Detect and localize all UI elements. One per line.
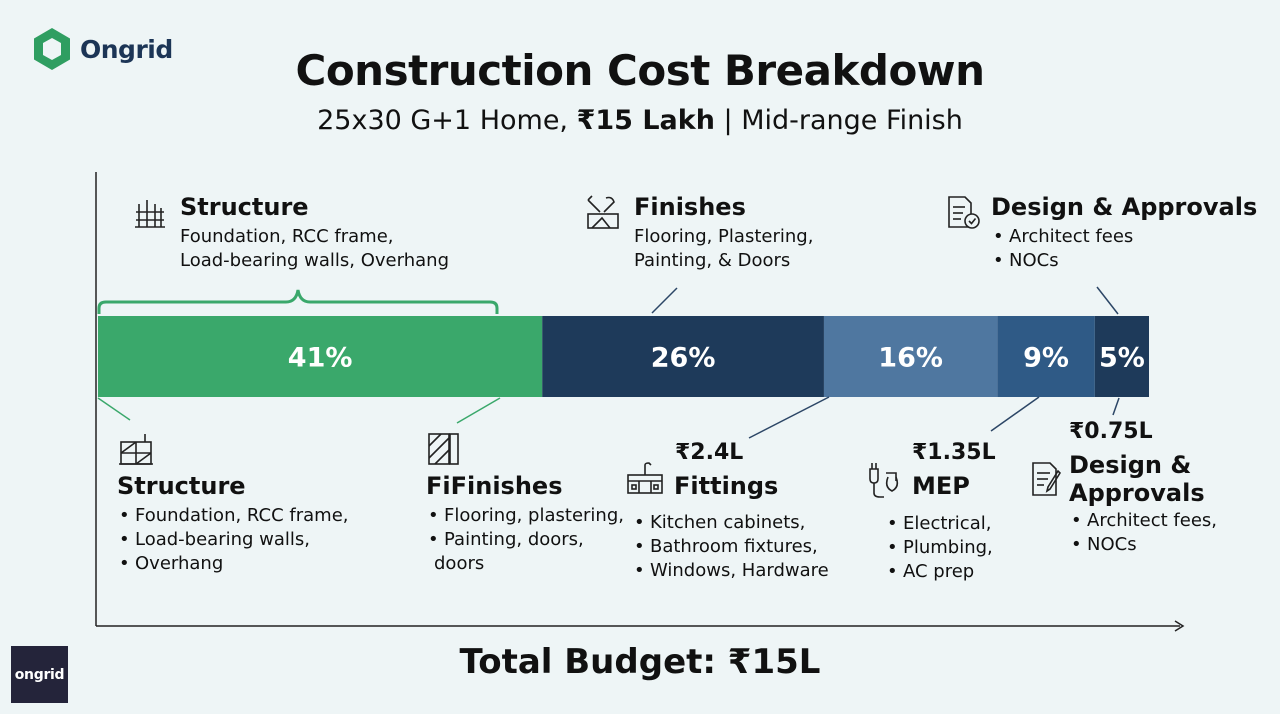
tools-icon [584, 194, 622, 232]
list-item: NOCs [991, 249, 1257, 273]
top-structure-line: Load-bearing walls, Overhang [180, 250, 449, 271]
bar-segment [1094, 316, 1149, 397]
bottom-design-title-line: Design & [1069, 451, 1192, 479]
list-item: NOCs [1069, 533, 1217, 557]
top-finishes-line: Painting, & Doors [634, 250, 791, 271]
top-finishes-annotation: Finishes Flooring, Plastering, Painting,… [634, 193, 813, 273]
scaffold-icon [117, 432, 155, 466]
top-structure-line: Foundation, RCC frame, [180, 226, 394, 247]
structure-brace [97, 289, 499, 314]
list-item: Plumbing, [885, 536, 993, 560]
mep-amount: ₹1.35L [912, 440, 996, 465]
bar-value-label: 16% [878, 343, 943, 374]
top-structure-desc: Foundation, RCC frame, Load-bearing wall… [180, 225, 449, 273]
bar-value-label: 9% [1023, 343, 1069, 374]
chart-title: Construction Cost Breakdown [295, 46, 986, 95]
bar-value-labels: 41% 26% 16% 9% 5% [288, 343, 1145, 374]
top-design-annotation: Design & Approvals Architect fees NOCs [991, 193, 1257, 273]
chart-subtitle: 25x30 G+1 Home, ₹15 Lakh | Mid-range Fin… [0, 105, 1280, 136]
mep-connector [990, 396, 1040, 432]
logo-text: Ongrid [80, 34, 173, 64]
bottom-finishes-list: Flooring, plastering, Painting, doors, [426, 504, 624, 552]
list-item: Painting, doors, [426, 528, 624, 552]
kitchen-sink-icon [626, 461, 664, 495]
tile-panel-icon [426, 432, 462, 466]
bottom-structure-title: Structure [117, 472, 246, 500]
fittings-annotation: Kitchen cabinets, Bathroom fixtures, Win… [632, 507, 829, 583]
bar-value-label: 26% [651, 343, 716, 374]
top-design-list: Architect fees NOCs [991, 225, 1257, 273]
bar-segment [542, 316, 824, 397]
brand-badge: ongrid [11, 646, 68, 703]
mep-list: Electrical, Plumbing, AC prep [885, 512, 993, 584]
top-design-title: Design & Approvals [991, 193, 1258, 221]
bottom-finishes-continuation: doors [434, 553, 485, 574]
design-amount: ₹0.75L [1069, 419, 1153, 444]
finishes-top-connector [651, 287, 678, 314]
bottom-design-list: Architect fees, NOCs [1069, 509, 1217, 557]
bar-segment [823, 316, 998, 397]
total-budget: Total Budget: ₹15L [459, 642, 821, 682]
connector-lines [651, 286, 1120, 439]
structure-right-connector [456, 397, 501, 424]
list-item: Windows, Hardware [632, 559, 829, 583]
list-item: Load-bearing walls, [117, 528, 349, 552]
list-item: Architect fees, [1069, 509, 1217, 533]
mep-title-text: MEP [912, 472, 970, 500]
bottom-design-annotation: Design & Approvals Architect fees, NOCs [1069, 451, 1217, 557]
fittings-amount: ₹2.4L [675, 440, 744, 465]
list-item: Bathroom fixtures, [632, 535, 829, 559]
bar-value-label: 5% [1099, 343, 1145, 374]
subtitle-budget: ₹15 Lakh [576, 105, 715, 136]
document-check-icon [945, 195, 981, 231]
bottom-finishes-title: FiFinishes [426, 472, 563, 500]
design-bottom-connector [1112, 397, 1120, 416]
bottom-design-title-line: Approvals [1069, 479, 1205, 507]
list-item: Architect fees [991, 225, 1257, 249]
stacked-bar [98, 316, 1149, 397]
plug-tap-icon [866, 461, 906, 499]
mep-annotation: Electrical, Plumbing, AC prep [885, 508, 993, 584]
list-item: AC prep [885, 560, 993, 584]
list-item: Kitchen cabinets, [632, 511, 829, 535]
fittings-title: Fittings [674, 472, 778, 500]
list-item: Foundation, RCC frame, [117, 504, 349, 528]
subtitle-suffix: | Mid-range Finish [714, 105, 963, 136]
bar-segment [98, 316, 543, 397]
hexagon-logo-icon [34, 28, 70, 70]
building-frame-icon [133, 196, 167, 230]
mep-title: MEP [912, 472, 970, 500]
fittings-title-text: Fittings [674, 472, 779, 500]
structure-bracket-lines [97, 397, 501, 424]
bar-segment [997, 316, 1095, 397]
x-axis-arrow [1174, 620, 1185, 632]
top-structure-title: Structure [180, 193, 309, 221]
top-finishes-title: Finishes [634, 193, 746, 221]
document-pen-icon [1030, 461, 1064, 497]
bottom-finishes-annotation: FiFinishes Flooring, plastering, Paintin… [426, 472, 624, 576]
fittings-connector [748, 396, 830, 439]
brand-logo: Ongrid [32, 27, 173, 71]
subtitle-prefix: 25x30 G+1 Home, [317, 105, 577, 136]
bottom-structure-annotation: Structure Foundation, RCC frame, Load-be… [117, 472, 349, 576]
structure-left-connector [97, 397, 131, 421]
design-top-connector [1096, 286, 1119, 315]
list-item: Overhang [117, 552, 349, 576]
fittings-list: Kitchen cabinets, Bathroom fixtures, Win… [632, 511, 829, 583]
list-item: Flooring, plastering, [426, 504, 624, 528]
top-finishes-line: Flooring, Plastering, [634, 226, 814, 247]
bar-value-label: 41% [288, 343, 353, 374]
bottom-structure-list: Foundation, RCC frame, Load-bearing wall… [117, 504, 349, 576]
top-finishes-desc: Flooring, Plastering, Painting, & Doors [634, 225, 813, 273]
top-structure-annotation: Structure Foundation, RCC frame, Load-be… [180, 193, 449, 273]
list-item: Electrical, [885, 512, 993, 536]
